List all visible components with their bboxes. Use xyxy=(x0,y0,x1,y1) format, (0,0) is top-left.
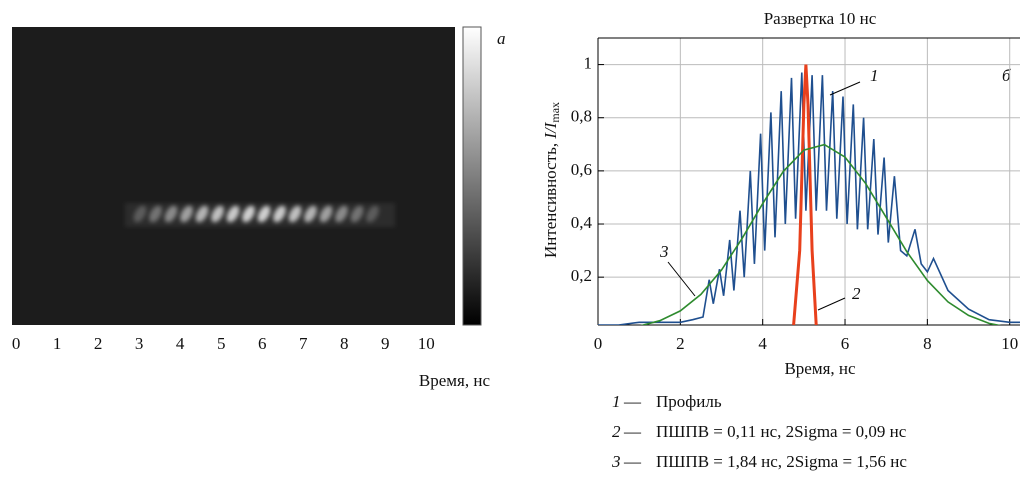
chart-title: Развертка 10 нс xyxy=(764,9,877,28)
legend-id: 3 xyxy=(611,452,621,471)
x-axis-label: Время, нс xyxy=(784,359,856,378)
y-label-text: Интенсивность, xyxy=(541,139,560,258)
legend-label: ПШПВ = 0,11 нс, 2Sigma = 0,09 нс xyxy=(656,422,907,441)
colorbar xyxy=(462,26,482,326)
x-tick-label: 4 xyxy=(758,334,767,353)
series-line xyxy=(598,72,1020,325)
x-tick-label: 8 xyxy=(923,334,932,353)
legend-separator: — xyxy=(623,392,642,411)
legend-label: ПШПВ = 1,84 нс, 2Sigma = 1,56 нс xyxy=(656,452,907,471)
x-tick-label: 4 xyxy=(176,334,185,353)
streak-image xyxy=(12,27,455,325)
x-axis-label: Время, нс xyxy=(419,371,491,390)
streak-glow xyxy=(125,203,395,227)
panel-label: а xyxy=(497,29,506,48)
y-axis-label: Интенсивность, I/Imax xyxy=(541,102,562,258)
x-tick-label: 5 xyxy=(217,334,226,353)
y-tick-label: 0,8 xyxy=(571,107,592,126)
y-label-var: I/I xyxy=(541,121,560,139)
legend-separator: — xyxy=(623,452,642,471)
annotation-leader xyxy=(817,297,846,311)
plot-area xyxy=(598,64,1020,325)
x-tick-label: 3 xyxy=(135,334,144,353)
x-tick-label: 6 xyxy=(841,334,850,353)
y-tick-label: 0,4 xyxy=(571,213,593,232)
x-tick-label: 10 xyxy=(1001,334,1018,353)
x-tick-label: 8 xyxy=(340,334,349,353)
legend-separator: — xyxy=(623,422,642,441)
annotation-leader xyxy=(829,81,861,96)
x-tick-label: 10 xyxy=(418,334,435,353)
annotation: 1 xyxy=(870,66,879,85)
annotation: 2 xyxy=(852,284,861,303)
x-tick-label: 2 xyxy=(94,334,103,353)
annotation: 3 xyxy=(659,242,669,261)
y-label-sub: max xyxy=(548,102,562,123)
legend-id: 1 xyxy=(612,392,621,411)
streak-pattern xyxy=(125,203,395,227)
legend-id: 2 xyxy=(612,422,621,441)
y-tick-label: 1 xyxy=(584,53,593,72)
panel-label: б xyxy=(1002,66,1011,85)
x-tick-label: 0 xyxy=(594,334,603,353)
legend-label: Профиль xyxy=(656,392,722,411)
x-tick-label: 2 xyxy=(676,334,685,353)
x-tick-label: 1 xyxy=(53,334,62,353)
x-tick-label: 6 xyxy=(258,334,267,353)
x-tick-label: 0 xyxy=(12,334,21,353)
y-tick-label: 0,6 xyxy=(571,160,592,179)
x-tick-label: 9 xyxy=(381,334,390,353)
annotation-leader xyxy=(667,261,696,297)
series-line xyxy=(792,64,818,325)
y-tick-label: 0,2 xyxy=(571,266,592,285)
x-tick-label: 7 xyxy=(299,334,308,353)
series-line xyxy=(640,143,1002,325)
